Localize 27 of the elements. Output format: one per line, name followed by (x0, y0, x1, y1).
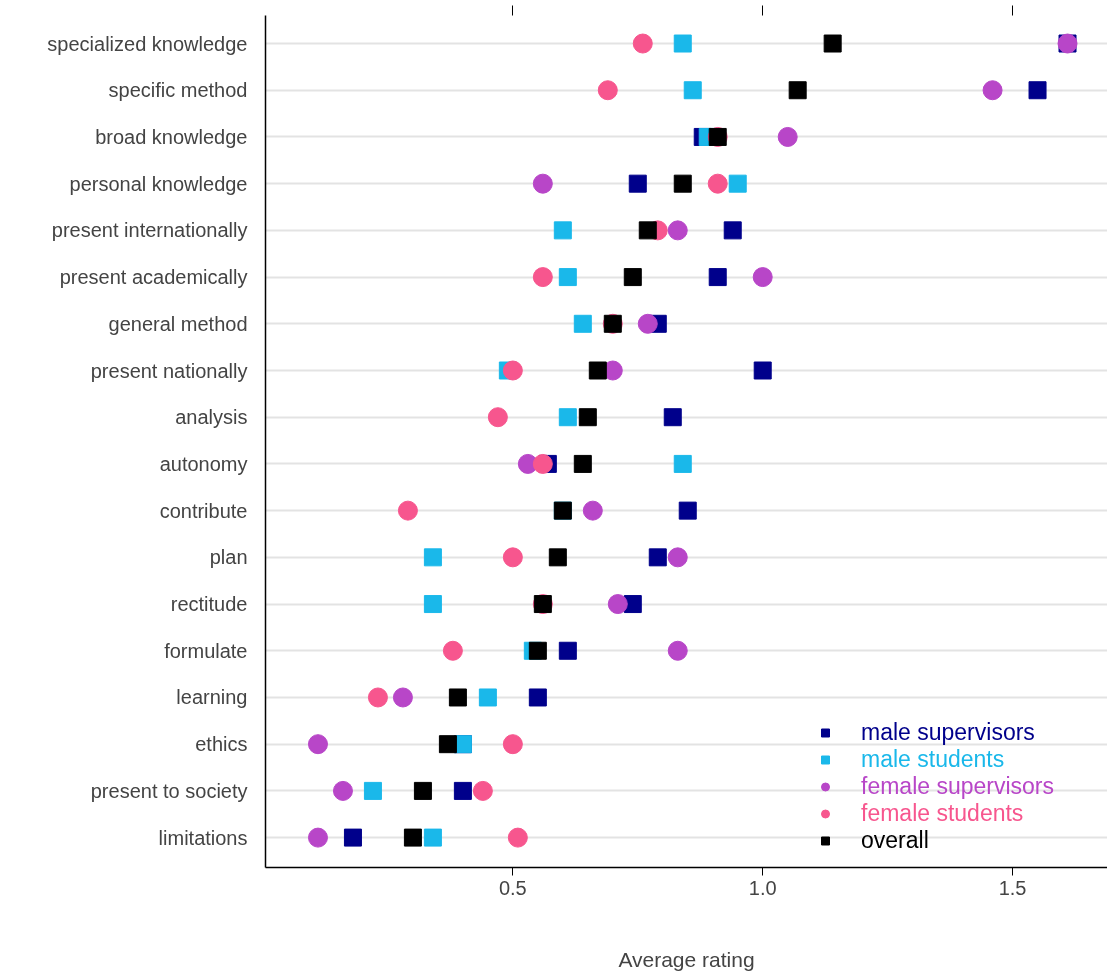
x-tick-label: 0.5 (498, 876, 527, 899)
y-tick-label: present academically (59, 266, 248, 289)
y-tick-label: limitations (158, 826, 248, 849)
y-tick-label: formulate (164, 639, 248, 662)
y-tick-label: analysis (175, 406, 248, 429)
y-tick-label: rectitude (170, 593, 248, 616)
y-tick-label: contribute (159, 499, 248, 522)
y-tick-label: broad knowledge (95, 125, 248, 148)
y-tick-label: learning (176, 686, 248, 709)
y-tick-label: present nationally (90, 359, 248, 382)
y-tick-label: specific method (108, 79, 248, 102)
legend-label: female students (861, 800, 1024, 827)
x-axis-title: Average rating (618, 947, 755, 971)
legend-label: overall (861, 827, 929, 854)
y-tick-label: present to society (90, 779, 248, 802)
y-tick-label: present internationally (51, 219, 248, 242)
x-tick-label: 1.5 (998, 876, 1027, 899)
y-tick-label: general method (108, 312, 248, 335)
legend-label: male students (861, 746, 1005, 773)
y-tick-label: specialized knowledge (47, 32, 248, 55)
legend-label: female supervisors (861, 773, 1055, 800)
y-tick-label: ethics (195, 733, 248, 756)
y-tick-label: personal knowledge (69, 172, 248, 195)
legend-label: male supervisors (861, 719, 1035, 746)
x-tick-label: 1.0 (748, 876, 777, 899)
y-tick-label: plan (209, 546, 248, 569)
y-tick-label: autonomy (159, 452, 248, 475)
